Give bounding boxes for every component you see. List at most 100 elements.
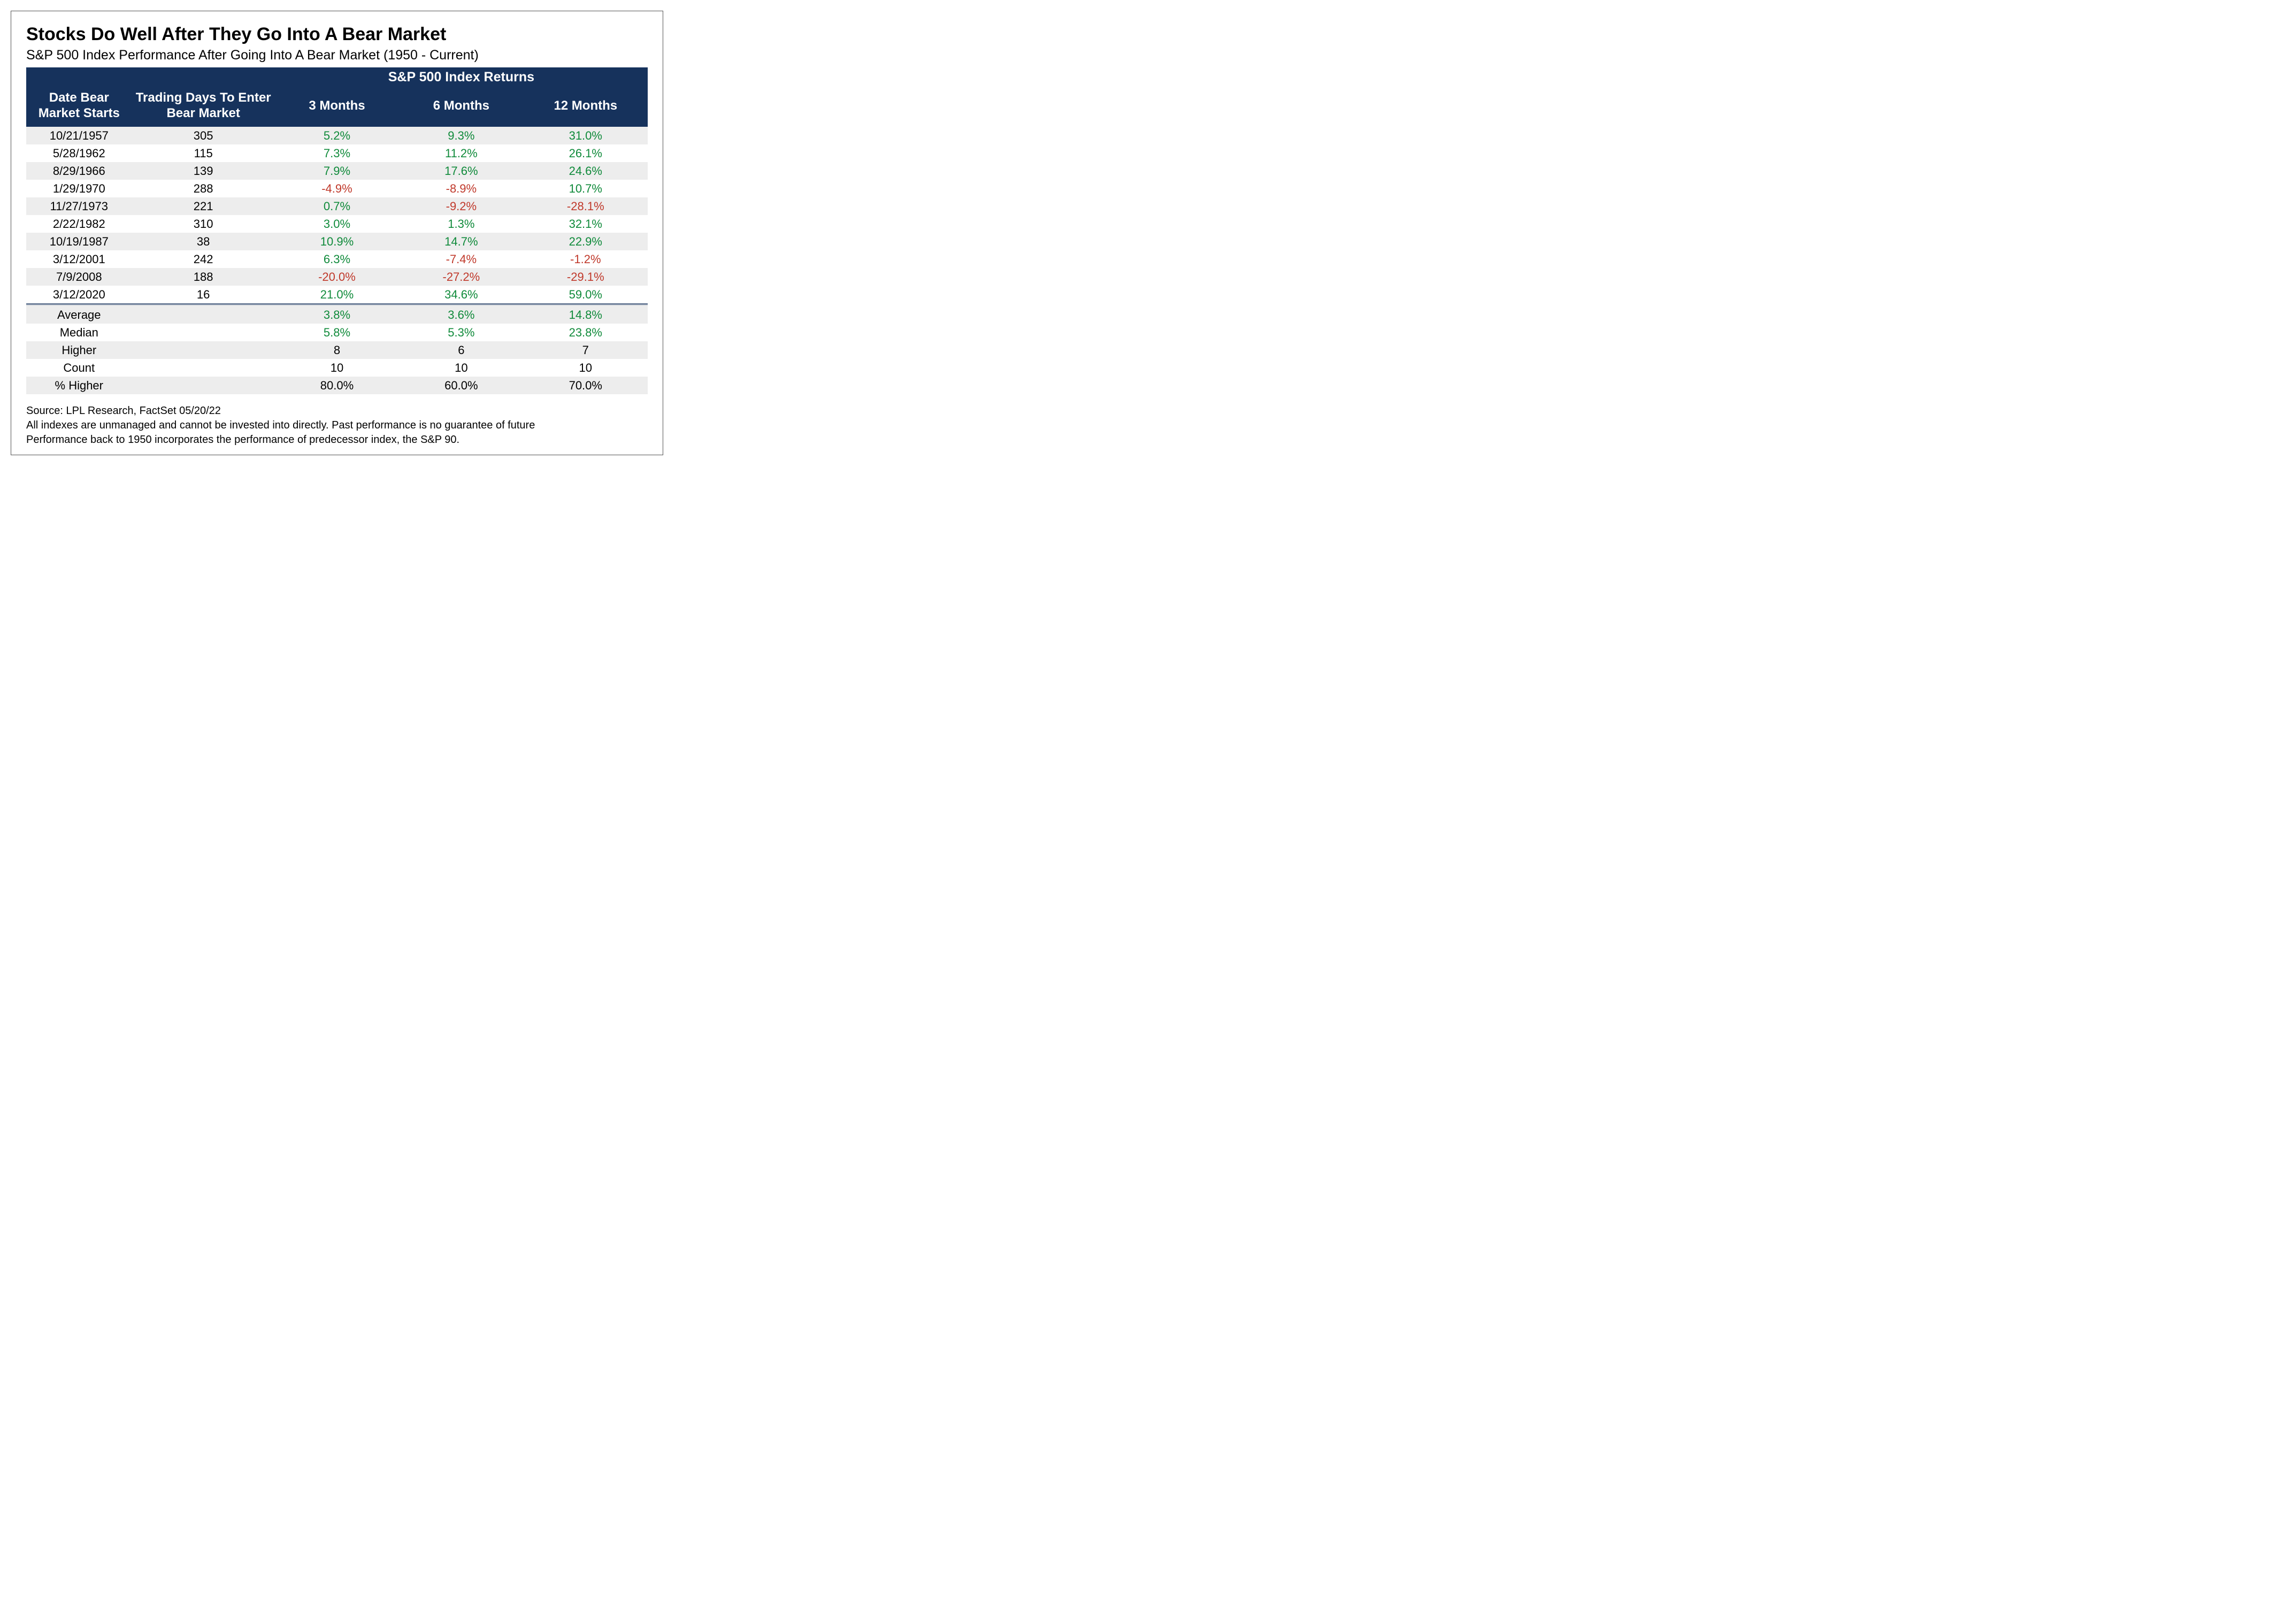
cell-12m: 22.9% bbox=[524, 233, 648, 250]
table-row: 1/29/1970288-4.9%-8.9%10.7% bbox=[26, 180, 648, 197]
cell-date: 8/29/1966 bbox=[26, 162, 132, 180]
cell-date: 11/27/1973 bbox=[26, 197, 132, 215]
header-spacer bbox=[26, 67, 132, 87]
cell-12m: -29.1% bbox=[524, 268, 648, 286]
cell-6m: 1.3% bbox=[399, 215, 523, 233]
cell-days: 139 bbox=[132, 162, 275, 180]
header-col-12m: 12 Months bbox=[524, 87, 648, 127]
cell-3m: 5.2% bbox=[275, 127, 399, 144]
cell-date: 3/12/2001 bbox=[26, 250, 132, 268]
table-row: 10/21/19573055.2%9.3%31.0% bbox=[26, 127, 648, 144]
cell-empty bbox=[132, 341, 275, 359]
cell-6m: -7.4% bbox=[399, 250, 523, 268]
footer-line-2: All indexes are unmanaged and cannot be … bbox=[26, 418, 648, 433]
cell-summary-label: % Higher bbox=[26, 377, 132, 394]
table-row: 8/29/19661397.9%17.6%24.6% bbox=[26, 162, 648, 180]
cell-date: 2/22/1982 bbox=[26, 215, 132, 233]
cell-date: 1/29/1970 bbox=[26, 180, 132, 197]
cell-6m: -9.2% bbox=[399, 197, 523, 215]
cell-days: 310 bbox=[132, 215, 275, 233]
cell-3m: 80.0% bbox=[275, 377, 399, 394]
cell-12m: 31.0% bbox=[524, 127, 648, 144]
cell-days: 188 bbox=[132, 268, 275, 286]
table-row: 10/19/19873810.9%14.7%22.9% bbox=[26, 233, 648, 250]
table-row: 2/22/19823103.0%1.3%32.1% bbox=[26, 215, 648, 233]
chart-frame: Stocks Do Well After They Go Into A Bear… bbox=[11, 11, 663, 455]
cell-3m: 5.8% bbox=[275, 324, 399, 341]
cell-empty bbox=[132, 377, 275, 394]
cell-days: 242 bbox=[132, 250, 275, 268]
cell-12m: 10.7% bbox=[524, 180, 648, 197]
cell-12m: -28.1% bbox=[524, 197, 648, 215]
cell-6m: 5.3% bbox=[399, 324, 523, 341]
cell-12m: 10 bbox=[524, 359, 648, 377]
cell-12m: 70.0% bbox=[524, 377, 648, 394]
cell-3m: 3.8% bbox=[275, 304, 399, 324]
cell-date: 3/12/2020 bbox=[26, 286, 132, 304]
cell-summary-label: Count bbox=[26, 359, 132, 377]
table-row: 11/27/19732210.7%-9.2%-28.1% bbox=[26, 197, 648, 215]
chart-title: Stocks Do Well After They Go Into A Bear… bbox=[26, 24, 648, 45]
cell-summary-label: Median bbox=[26, 324, 132, 341]
table-row: 5/28/19621157.3%11.2%26.1% bbox=[26, 144, 648, 162]
summary-row: Count101010 bbox=[26, 359, 648, 377]
table-row: 3/12/20012426.3%-7.4%-1.2% bbox=[26, 250, 648, 268]
summary-row: Median 5.8%5.3%23.8% bbox=[26, 324, 648, 341]
header-col-3m: 3 Months bbox=[275, 87, 399, 127]
header-col-date: Date Bear Market Starts bbox=[26, 87, 132, 127]
cell-3m: 8 bbox=[275, 341, 399, 359]
cell-6m: 3.6% bbox=[399, 304, 523, 324]
cell-days: 38 bbox=[132, 233, 275, 250]
header-col-6m: 6 Months bbox=[399, 87, 523, 127]
cell-date: 5/28/1962 bbox=[26, 144, 132, 162]
cell-6m: 10 bbox=[399, 359, 523, 377]
returns-table: S&P 500 Index Returns Date Bear Market S… bbox=[26, 67, 648, 394]
summary-row: Higher867 bbox=[26, 341, 648, 359]
cell-6m: 17.6% bbox=[399, 162, 523, 180]
cell-12m: 14.8% bbox=[524, 304, 648, 324]
header-col-days: Trading Days To Enter Bear Market bbox=[132, 87, 275, 127]
cell-empty bbox=[132, 324, 275, 341]
cell-3m: 7.3% bbox=[275, 144, 399, 162]
cell-6m: 6 bbox=[399, 341, 523, 359]
cell-days: 288 bbox=[132, 180, 275, 197]
cell-date: 7/9/2008 bbox=[26, 268, 132, 286]
cell-days: 16 bbox=[132, 286, 275, 304]
cell-6m: -27.2% bbox=[399, 268, 523, 286]
cell-6m: 14.7% bbox=[399, 233, 523, 250]
cell-date: 10/21/1957 bbox=[26, 127, 132, 144]
cell-summary-label: Average bbox=[26, 304, 132, 324]
cell-3m: 0.7% bbox=[275, 197, 399, 215]
table-header: S&P 500 Index Returns Date Bear Market S… bbox=[26, 67, 648, 127]
header-super-returns: S&P 500 Index Returns bbox=[275, 67, 648, 87]
table-row: 3/12/20201621.0%34.6%59.0% bbox=[26, 286, 648, 304]
cell-12m: 24.6% bbox=[524, 162, 648, 180]
cell-3m: 21.0% bbox=[275, 286, 399, 304]
cell-6m: 9.3% bbox=[399, 127, 523, 144]
cell-6m: 34.6% bbox=[399, 286, 523, 304]
cell-days: 115 bbox=[132, 144, 275, 162]
header-spacer bbox=[132, 67, 275, 87]
cell-12m: 23.8% bbox=[524, 324, 648, 341]
cell-3m: 10.9% bbox=[275, 233, 399, 250]
cell-12m: 59.0% bbox=[524, 286, 648, 304]
summary-row: Average 3.8%3.6%14.8% bbox=[26, 304, 648, 324]
cell-6m: 60.0% bbox=[399, 377, 523, 394]
cell-6m: 11.2% bbox=[399, 144, 523, 162]
cell-3m: -20.0% bbox=[275, 268, 399, 286]
cell-12m: 32.1% bbox=[524, 215, 648, 233]
cell-empty bbox=[132, 359, 275, 377]
cell-12m: -1.2% bbox=[524, 250, 648, 268]
cell-days: 305 bbox=[132, 127, 275, 144]
summary-row: % Higher 80.0%60.0%70.0% bbox=[26, 377, 648, 394]
footer-line-1: Source: LPL Research, FactSet 05/20/22 bbox=[26, 404, 648, 418]
chart-footer: Source: LPL Research, FactSet 05/20/22 A… bbox=[26, 404, 648, 447]
cell-3m: 7.9% bbox=[275, 162, 399, 180]
cell-3m: 10 bbox=[275, 359, 399, 377]
cell-3m: -4.9% bbox=[275, 180, 399, 197]
cell-3m: 6.3% bbox=[275, 250, 399, 268]
cell-6m: -8.9% bbox=[399, 180, 523, 197]
cell-date: 10/19/1987 bbox=[26, 233, 132, 250]
cell-days: 221 bbox=[132, 197, 275, 215]
cell-empty bbox=[132, 304, 275, 324]
